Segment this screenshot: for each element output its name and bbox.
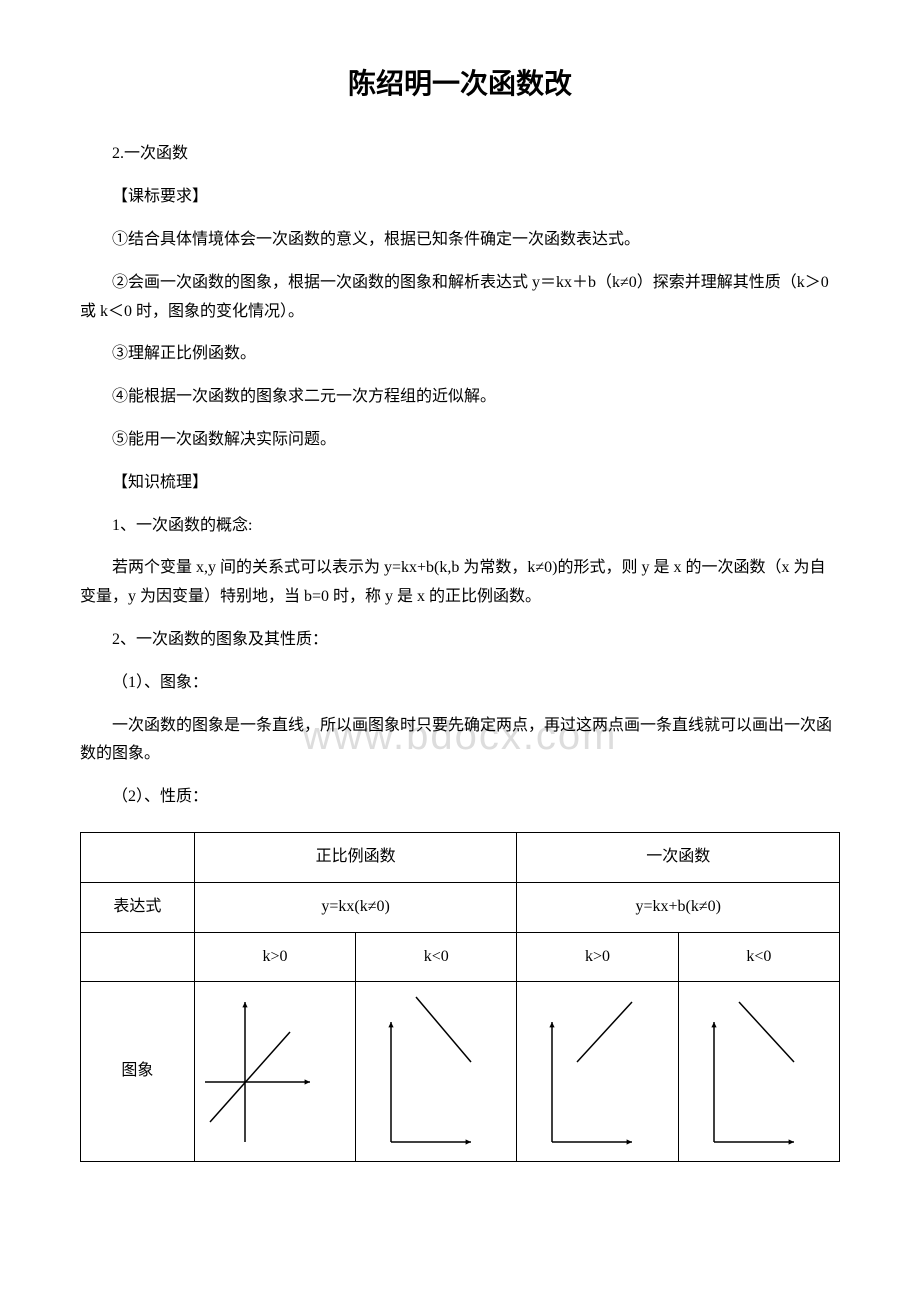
graph-linear-kpos-icon bbox=[522, 992, 642, 1152]
section-number: 2.一次函数 bbox=[80, 140, 840, 169]
requirement-3: ③理解正比例函数。 bbox=[80, 340, 840, 369]
graph-cell-1 bbox=[194, 982, 355, 1162]
cell-k-neg-1: k<0 bbox=[356, 932, 517, 982]
requirement-2: ②会画一次函数的图象，根据一次函数的图象和解析表达式 y＝kx＋b（k≠0）探索… bbox=[80, 269, 840, 327]
table-row: k>0 k<0 k>0 k<0 bbox=[81, 932, 840, 982]
graph-sub-2: （2）、性质： bbox=[80, 783, 840, 812]
row-header-graph: 图象 bbox=[81, 982, 195, 1162]
requirement-4: ④能根据一次函数的图象求二元一次方程组的近似解。 bbox=[80, 383, 840, 412]
cell-k-pos-2: k>0 bbox=[517, 932, 678, 982]
graph-section-title: 2、一次函数的图象及其性质： bbox=[80, 626, 840, 655]
graph-prop-kneg-icon bbox=[361, 992, 481, 1152]
heading-knowledge: 【知识梳理】 bbox=[80, 469, 840, 498]
table-row: 表达式 y=kx(k≠0) y=kx+b(k≠0) bbox=[81, 882, 840, 932]
concept-body: 若两个变量 x,y 间的关系式可以表示为 y=kx+b(k,b 为常数，k≠0)… bbox=[80, 554, 840, 612]
col-header-proportional: 正比例函数 bbox=[194, 832, 517, 882]
graph-linear-kneg-icon bbox=[684, 992, 804, 1152]
cell-expr-linear: y=kx+b(k≠0) bbox=[517, 882, 840, 932]
cell-k-pos-1: k>0 bbox=[194, 932, 355, 982]
graph-sub-1: （1）、图象： bbox=[80, 669, 840, 698]
row-header-expression: 表达式 bbox=[81, 882, 195, 932]
col-header-linear: 一次函数 bbox=[517, 832, 840, 882]
graph-cell-2 bbox=[356, 982, 517, 1162]
graph-prop-kpos-icon bbox=[200, 992, 320, 1152]
heading-requirements: 【课标要求】 bbox=[80, 183, 840, 212]
graph-cell-4 bbox=[678, 982, 839, 1162]
requirement-1: ①结合具体情境体会一次函数的意义，根据已知条件确定一次函数表达式。 bbox=[80, 226, 840, 255]
cell-k-neg-2: k<0 bbox=[678, 932, 839, 982]
properties-table: 正比例函数 一次函数 表达式 y=kx(k≠0) y=kx+b(k≠0) k>0… bbox=[80, 832, 840, 1162]
requirement-5: ⑤能用一次函数解决实际问题。 bbox=[80, 426, 840, 455]
cell-expr-prop: y=kx(k≠0) bbox=[194, 882, 517, 932]
graph-body: 一次函数的图象是一条直线，所以画图象时只要先确定两点，再过这两点画一条直线就可以… bbox=[80, 712, 840, 770]
graph-cell-3 bbox=[517, 982, 678, 1162]
page-title: 陈绍明一次函数改 bbox=[80, 60, 840, 110]
concept-title: 1、一次函数的概念: bbox=[80, 512, 840, 541]
table-row: 正比例函数 一次函数 bbox=[81, 832, 840, 882]
table-row: 图象 bbox=[81, 982, 840, 1162]
